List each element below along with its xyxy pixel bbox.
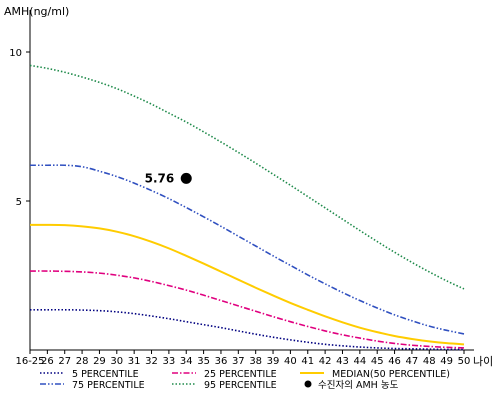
y-tick-label: 10 bbox=[9, 48, 22, 59]
x-tick-label: 49 bbox=[440, 356, 453, 367]
x-tick-label: 32 bbox=[145, 356, 158, 367]
legend-label-75-percentile: 75 PERCENTILE bbox=[72, 380, 145, 391]
x-tick-label: 29 bbox=[93, 356, 106, 367]
legend-label-25-percentile: 25 PERCENTILE bbox=[204, 369, 277, 380]
x-tick-label: 28 bbox=[76, 356, 89, 367]
x-tick-label: 40 bbox=[284, 356, 297, 367]
x-tick-label: 44 bbox=[353, 356, 366, 367]
x-tick-label: 30 bbox=[110, 356, 123, 367]
x-tick-label: 33 bbox=[163, 356, 176, 367]
x-tick-label: 34 bbox=[180, 356, 193, 367]
series-line-median-50-percentile bbox=[29, 223, 465, 346]
legend-label-95-percentile: 95 PERCENTILE bbox=[204, 380, 277, 391]
legend-label-5-percentile: 5 PERCENTILE bbox=[72, 369, 139, 380]
x-tick-label: 31 bbox=[128, 356, 141, 367]
x-tick-label: 35 bbox=[197, 356, 210, 367]
x-tick-label: 38 bbox=[249, 356, 262, 367]
legend-label-median-50-percentile: MEDIAN(50 PERCENTILE) bbox=[332, 369, 450, 380]
y-tick-label: 5 bbox=[16, 197, 22, 208]
x-tick-label: 39 bbox=[267, 356, 280, 367]
y-axis-title: AMH(ng/ml) bbox=[4, 5, 69, 18]
legend-label-amh: 수진자의 AMH 농도 bbox=[318, 380, 399, 391]
x-tick-label: 36 bbox=[215, 356, 228, 367]
x-tick-label: 16-25 bbox=[15, 356, 44, 367]
x-axis-title: 나이 bbox=[473, 355, 493, 368]
series-line-75-percentile bbox=[30, 164, 465, 335]
x-tick-label: 27 bbox=[58, 356, 71, 367]
x-tick-label: 41 bbox=[301, 356, 314, 367]
x-tick-label: 37 bbox=[232, 356, 245, 367]
x-tick-label: 46 bbox=[388, 356, 401, 367]
patient-amh-value-label: 5.76 bbox=[145, 171, 175, 185]
x-tick-label: 45 bbox=[371, 356, 384, 367]
x-tick-label: 48 bbox=[423, 356, 436, 367]
series-line-95-percentile bbox=[29, 64, 465, 290]
x-tick-label: 47 bbox=[406, 356, 419, 367]
series-line-25-percentile bbox=[29, 270, 465, 349]
x-tick-label: 42 bbox=[319, 356, 332, 367]
legend-swatch-patient-amh bbox=[304, 380, 312, 388]
x-tick-label: 26 bbox=[41, 356, 54, 367]
series-line-5-percentile bbox=[30, 308, 465, 351]
patient-amh-point bbox=[180, 172, 192, 184]
x-tick-label: 50 bbox=[458, 356, 471, 367]
x-tick-label: 43 bbox=[336, 356, 349, 367]
